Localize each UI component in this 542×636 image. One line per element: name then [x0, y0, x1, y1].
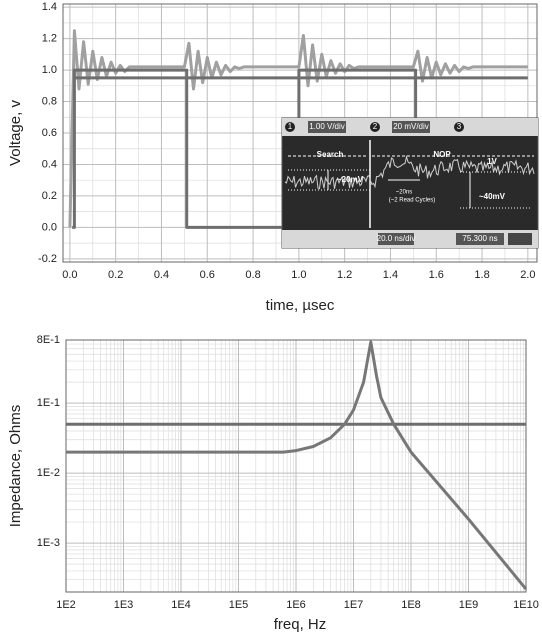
x-tick-label: 0.0 [62, 269, 77, 281]
x-tick-label: 1.0 [291, 269, 306, 281]
x-tick-label: 1E8 [401, 599, 421, 611]
x-tick-label: 0.6 [200, 269, 215, 281]
annotation: (~2 Read Cycles) [389, 198, 436, 204]
x-tick-label: 1E6 [286, 599, 306, 611]
channel: 1 [288, 122, 293, 131]
x-tick-label: 1E9 [459, 599, 479, 611]
y-tick-label: 1.0 [42, 64, 57, 76]
y-tick-label: 1E-2 [37, 467, 60, 479]
x-tick-label: 1E2 [56, 599, 76, 611]
x-tick-label: 1.8 [474, 269, 489, 281]
ch-badge [370, 122, 380, 132]
annotation: ~20ns [396, 190, 413, 196]
y-tick-label: 0.8 [42, 95, 57, 107]
y-tick-label: 1E-3 [37, 537, 60, 549]
x-tick-label: 1E10 [513, 599, 539, 611]
y-tick-label: 0.6 [42, 127, 57, 139]
plot-frame [65, 339, 527, 593]
annotation: 1V [487, 157, 497, 166]
y-tick-label: 0.2 [42, 190, 57, 202]
scope-trace [284, 154, 535, 190]
x-tick-label: 1E3 [114, 599, 134, 611]
x-tick-label: 1.6 [429, 269, 444, 281]
ch-badge [285, 122, 295, 132]
y-tick-label: 1E-1 [37, 397, 60, 409]
annotation: NOP [433, 150, 451, 159]
ch-badge [454, 122, 464, 132]
channel: 2 [373, 122, 378, 131]
series-line [66, 340, 528, 591]
y-tick-label: 1.2 [42, 33, 57, 45]
x-axis-label: time, µsec [266, 297, 335, 314]
channel-scale: 20 mV/div [393, 122, 429, 131]
annotation: ~40mV [479, 192, 506, 201]
scale-box [378, 233, 414, 245]
annotation: Search [317, 150, 344, 159]
x-tick-label: 1E5 [229, 599, 249, 611]
x-tick-label: 0.4 [154, 269, 169, 281]
x-axis-label: freq, Hz [274, 616, 327, 633]
y-tick-label: -0.2 [38, 253, 57, 265]
scale-box [392, 121, 430, 133]
channel-scale: 1.00 V/div [309, 122, 345, 131]
y-tick-label: 8E-1 [37, 334, 60, 346]
y-tick-label: 0.4 [42, 158, 57, 170]
x-tick-label: 1.4 [383, 269, 398, 281]
scope-inset: 1 1.00 V/div 2 20 mV/div 3 20.0 ns/div 7… [281, 117, 539, 249]
y-tick-label: 0.0 [42, 221, 57, 233]
x-tick-label: 1.2 [337, 269, 352, 281]
plots: 0.0 0.2 0.4 0.6 0.8 1.0 1.2 1.4 1.6 1.8 2.0 -0.2 0.0… [37, 1, 539, 611]
scale-box [456, 233, 504, 245]
position: 75.300 ns [462, 234, 497, 243]
x-tick-label: 0.2 [108, 269, 123, 281]
x-tick-label: 1E7 [344, 599, 364, 611]
x-tick-label: 2.0 [520, 269, 535, 281]
timebase: 20.0 ns/div [377, 234, 416, 243]
x-tick-label: 0.8 [245, 269, 260, 281]
nav-box [508, 233, 532, 245]
annotation: ~20mV [337, 175, 364, 184]
channel: 3 [457, 122, 462, 131]
x-tick-label: 1E4 [171, 599, 191, 611]
y-tick-label: 1.4 [42, 1, 57, 13]
scale-box [308, 121, 346, 133]
y-axis-label: Impedance, Ohms [7, 405, 24, 528]
series-line [68, 29, 528, 228]
y-axis-label: Voltage, v [7, 100, 24, 166]
